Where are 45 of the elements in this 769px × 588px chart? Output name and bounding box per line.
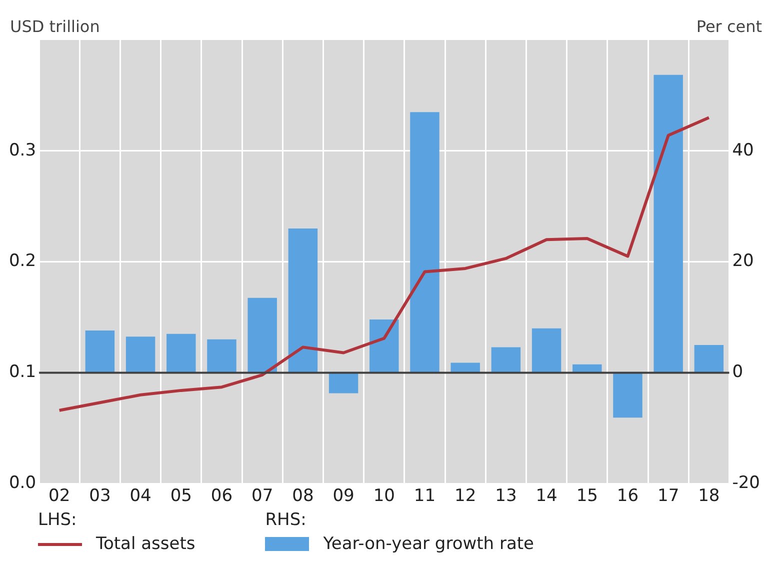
bar: [491, 347, 521, 373]
legend-label: Total assets: [95, 534, 196, 554]
y2-axis-title: Per cent: [696, 17, 762, 36]
x-tick-label: 17: [658, 486, 680, 506]
text: LHS:: [38, 510, 78, 530]
y2-tick-label: 40: [732, 140, 754, 160]
x-tick-label: 08: [292, 486, 314, 506]
bar: [370, 319, 399, 373]
y2-tick-label: -20: [732, 473, 760, 494]
x-tick-label: 16: [616, 486, 639, 506]
x-tick-label: 13: [495, 486, 517, 506]
x-tick-label: 02: [48, 486, 70, 506]
x-tick-label: 11: [414, 486, 436, 506]
y-tick-label: 0.1: [8, 362, 36, 382]
x-tick-label: 04: [130, 486, 152, 506]
legend-label: Year-on-year growth rate: [322, 534, 534, 554]
bar: [694, 344, 724, 373]
bar: [613, 372, 642, 418]
x-tick-label: 14: [536, 486, 558, 506]
bar: [207, 339, 236, 373]
bar: [328, 372, 358, 394]
x-tick-label: 15: [576, 486, 598, 506]
y-tick-label: 0.2: [8, 251, 36, 272]
bar: [410, 112, 440, 373]
x-tick-label: 07: [252, 486, 274, 506]
x-tick-label: 06: [210, 486, 233, 506]
y-tick-label: 0.3: [8, 140, 36, 160]
x-tick-label: 09: [332, 486, 354, 506]
x-tick-label: 18: [698, 486, 720, 506]
bar: [85, 330, 115, 373]
x-tick-label: 12: [454, 486, 476, 506]
x-tick-label: 10: [373, 486, 395, 506]
bar: [288, 228, 318, 373]
bar: [248, 298, 277, 373]
y2-tick-label: 20: [732, 251, 754, 272]
bar: [532, 328, 562, 373]
bar: [654, 74, 683, 373]
x-tick-label: 05: [170, 486, 192, 506]
y-axis-title: USD trillion: [10, 17, 100, 36]
text: RHS:: [265, 510, 308, 530]
x-tick-label: 03: [89, 486, 111, 506]
bar: [166, 334, 196, 373]
bar: [126, 336, 156, 373]
y2-tick-label: 0: [732, 362, 744, 382]
y-tick-label: 0.0: [8, 473, 36, 494]
